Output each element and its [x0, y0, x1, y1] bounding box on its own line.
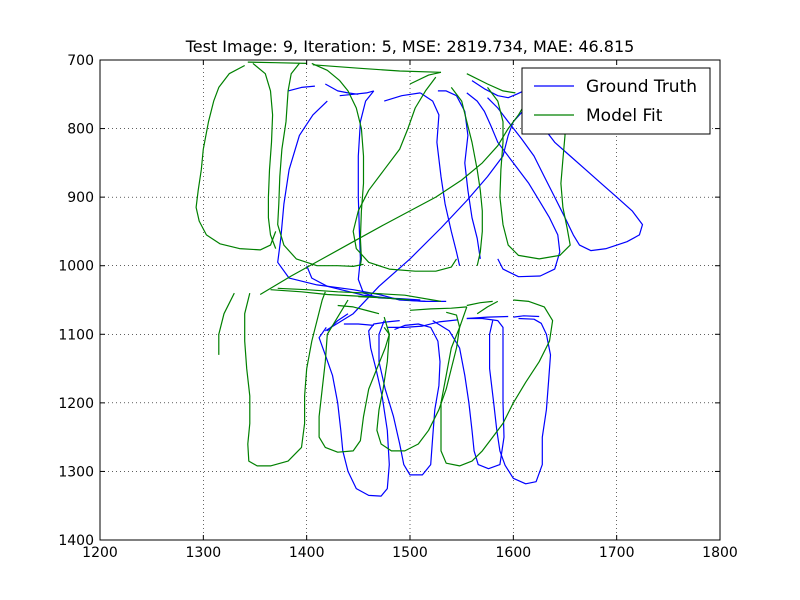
- y-tick-label: 700: [67, 53, 94, 69]
- x-tick-label: 1400: [289, 545, 325, 561]
- y-tick-label: 1100: [58, 327, 94, 343]
- series-line-ground-truth: [513, 315, 540, 318]
- series-line-model-fit: [277, 287, 442, 302]
- y-tick-label: 1200: [58, 396, 94, 412]
- series-line-ground-truth: [437, 90, 457, 97]
- y-tick-label: 1400: [58, 533, 94, 549]
- x-tick-label: 1600: [496, 545, 532, 561]
- series-line-model-fit: [312, 64, 442, 73]
- series-line-model-fit: [358, 296, 411, 301]
- series-line-model-fit: [259, 102, 527, 296]
- series-line-model-fit: [352, 76, 458, 272]
- series-line-ground-truth: [489, 317, 552, 485]
- chart-title: Test Image: 9, Iteration: 5, MSE: 2819.7…: [185, 37, 635, 56]
- series-line-ground-truth: [378, 320, 441, 476]
- series-line-ground-truth: [432, 317, 505, 470]
- legend-label-model-fit: Model Fit: [586, 106, 663, 126]
- series-line-ground-truth: [318, 320, 400, 497]
- series-line-ground-truth: [325, 83, 359, 95]
- x-tick-label: 1500: [392, 545, 428, 561]
- y-tick-label: 1300: [58, 464, 94, 480]
- series-line-ground-truth: [343, 323, 374, 326]
- y-tick-label: 1000: [58, 259, 94, 275]
- series-line-model-fit: [318, 299, 390, 453]
- series-line-ground-truth: [339, 90, 374, 97]
- series-line-model-fit: [409, 71, 442, 85]
- series-line-model-fit: [376, 311, 461, 452]
- series-line-ground-truth: [419, 92, 461, 266]
- series-line-model-fit: [218, 292, 235, 355]
- series-line-ground-truth: [455, 95, 481, 259]
- series-line-model-fit: [195, 64, 277, 251]
- x-tick-label: 1800: [702, 545, 738, 561]
- series-line-ground-truth: [287, 85, 315, 92]
- series-line-model-fit: [466, 300, 493, 307]
- legend-box: [521, 67, 711, 135]
- series-line-ground-truth: [487, 97, 644, 252]
- series-line-ground-truth: [471, 80, 524, 99]
- ticks: 1200 1300 1400 1500 1600 1700 1800 700 800 900 100…: [58, 53, 737, 561]
- series-line-model-fit: [337, 304, 380, 315]
- series-line-model-fit: [409, 306, 467, 311]
- plot-area: [195, 61, 644, 497]
- x-tick-label: 1200: [82, 545, 118, 561]
- series-line-model-fit: [487, 87, 571, 260]
- series-line-model-fit: [466, 73, 516, 94]
- series-line-model-fit: [311, 62, 365, 266]
- series-line-ground-truth: [384, 92, 421, 102]
- series-line-model-fit: [440, 299, 554, 467]
- series-line-model-fit: [476, 300, 499, 315]
- legend-label-ground-truth: Ground Truth: [586, 77, 697, 97]
- series-line-ground-truth: [466, 92, 561, 278]
- series-line-model-fit: [277, 63, 364, 267]
- y-tick-label: 900: [67, 190, 94, 206]
- series-line-model-fit: [450, 87, 483, 266]
- x-tick-label: 1300: [186, 545, 222, 561]
- x-tick-label: 1700: [599, 545, 635, 561]
- series-line-model-fit: [247, 61, 307, 64]
- series-line-ground-truth: [466, 315, 509, 320]
- series-line-model-fit: [252, 62, 277, 249]
- y-tick-label: 800: [67, 122, 94, 138]
- legend: Ground Truth Model Fit: [521, 67, 711, 135]
- series-line-model-fit: [244, 291, 326, 467]
- series-line-ground-truth: [387, 319, 458, 328]
